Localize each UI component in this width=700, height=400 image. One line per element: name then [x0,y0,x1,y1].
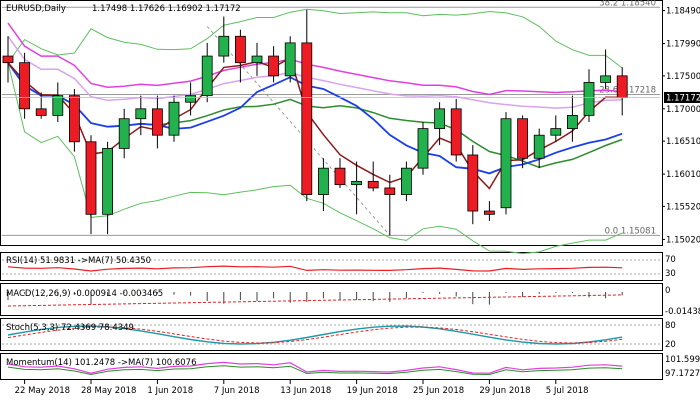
candle-body-6 [102,147,113,215]
time-tick-label-3: 7 Jun 2018 [214,386,260,396]
ohlc-readout: 1.17498 1.17626 1.16902 1.17172 [92,4,241,14]
price-tick-label-2: 1.17500 [666,72,700,82]
candle-body-4 [69,95,80,143]
candle-body-20 [334,167,346,186]
candle-body-23 [384,187,396,195]
candle-body-12 [201,55,213,97]
candle-body-28 [467,154,479,212]
candle-body-9 [151,108,163,136]
current-price-label: 1.17172 [666,93,700,103]
momentum-ma-line [7,365,623,376]
ma-lavender-line [7,35,623,109]
candlestick-series [2,9,628,236]
rsi-scale-top: 70 [665,255,676,265]
ma-blue-line [7,62,623,175]
candle-body-21 [351,180,363,186]
momentum-label: Momentum(14) 101.2478 ->MA(7) 100.6076 [6,358,196,368]
macd-signal-line [7,294,623,307]
candle-body-27 [450,108,462,156]
fib-label-0: 38.2 1.18540 [599,0,656,8]
macd-scale-top: 0 [665,286,670,296]
price-tick-label-4: 1.16510 [666,137,700,147]
rsi-panel-frame [0,252,663,281]
fib-trendline [206,26,391,236]
price-axis: 1.18490 1.17990 1.17500 1.17000 1.16510 1.160… [2,7,700,245]
bollinger-upper-line [7,8,623,69]
fibonacci-levels: 38.2 1.18540 23.6 1.17218 0.0 1.15081 [2,0,660,236]
time-axis: 22 May 2018 28 May 2018 1 Jun 2018 7 Jun 20… [15,380,589,396]
candle-body-16 [268,55,280,77]
time-tick-label-6: 25 Jun 2018 [413,386,464,396]
candle-body-33 [550,128,562,136]
candle-body-8 [135,108,147,120]
candle-body-25 [417,128,429,169]
price-tick-label-1: 1.17990 [666,40,700,50]
candle-body-22 [367,180,379,189]
rsi-label: RSI(14) 51.9831 ->MA(7) 50.4350 [6,256,151,266]
macd-scale-bottom: -0.014383 [665,307,700,317]
time-tick-label-8: 5 Jul 2018 [546,386,589,396]
candle-body-17 [284,42,296,77]
candle-body-13 [218,35,230,57]
stoch-scale-top: 80 [665,321,676,331]
rsi-line [7,265,623,272]
momentum-scale-top: 101.5992 [665,355,700,365]
momentum-line [7,361,623,374]
candle-body-37 [616,75,628,99]
candle-body-26 [434,108,446,130]
stoch-k-line [7,325,623,345]
candle-body-34 [567,115,578,130]
price-panel-frame [0,0,663,246]
current-price-tag [664,91,700,103]
candle-body-19 [317,167,329,195]
candle-body-14 [234,35,246,64]
price-tick-label-0: 1.18490 [666,7,700,17]
time-tick-label-4: 13 Jun 2018 [280,386,331,396]
candle-body-15 [251,55,263,64]
rsi-scale-bottom: 30 [665,269,676,279]
candle-body-0 [2,55,14,64]
macd-panel-frame [0,283,663,316]
time-tick-label-1: 28 May 2018 [81,386,136,396]
candle-body-1 [19,62,31,110]
indicator-panels [2,259,660,376]
candle-body-35 [583,82,595,116]
stoch-label: Stoch(5,3,3) 72.4369 78.4349 [6,323,134,333]
stoch-scale-bottom: 20 [665,340,676,350]
price-tick-label-3: 1.17000 [666,105,700,115]
time-tick-label-2: 1 Jun 2018 [147,386,193,396]
candle-body-3 [52,95,64,116]
fib-label-2: 0.0 1.15081 [605,226,656,236]
time-tick-label-7: 29 Jun 2018 [479,386,530,396]
candle-body-24 [400,167,412,195]
candle-body-36 [600,75,611,83]
candle-body-10 [168,101,180,136]
candle-body-31 [517,118,528,159]
macd-label: MACD(12,26,9) -0.000914 -0.003465 [6,289,163,299]
candle-body-32 [533,134,545,159]
price-tick-label-7: 1.15020 [666,235,700,245]
momentum-scale-bottom: 97.1727 [665,369,700,379]
ma-pink-line [7,22,623,96]
fib-label-1: 23.6 1.17218 [599,85,656,95]
candle-body-5 [85,141,97,215]
stoch-panel-frame [0,318,663,351]
time-tick-label-0: 22 May 2018 [15,386,70,396]
candle-body-18 [301,42,313,195]
candle-body-30 [500,118,512,209]
symbol-label: EURUSD,Daily [6,4,66,14]
price-tick-label-6: 1.15520 [666,202,700,212]
momentum-panel-frame [0,353,663,380]
price-tick-label-5: 1.16010 [666,170,700,180]
candle-body-7 [118,118,130,149]
stoch-d-line [7,326,623,344]
time-tick-label-5: 19 Jun 2018 [347,386,398,396]
candle-body-29 [483,210,495,215]
candle-body-2 [35,108,47,116]
candle-body-11 [185,95,197,103]
